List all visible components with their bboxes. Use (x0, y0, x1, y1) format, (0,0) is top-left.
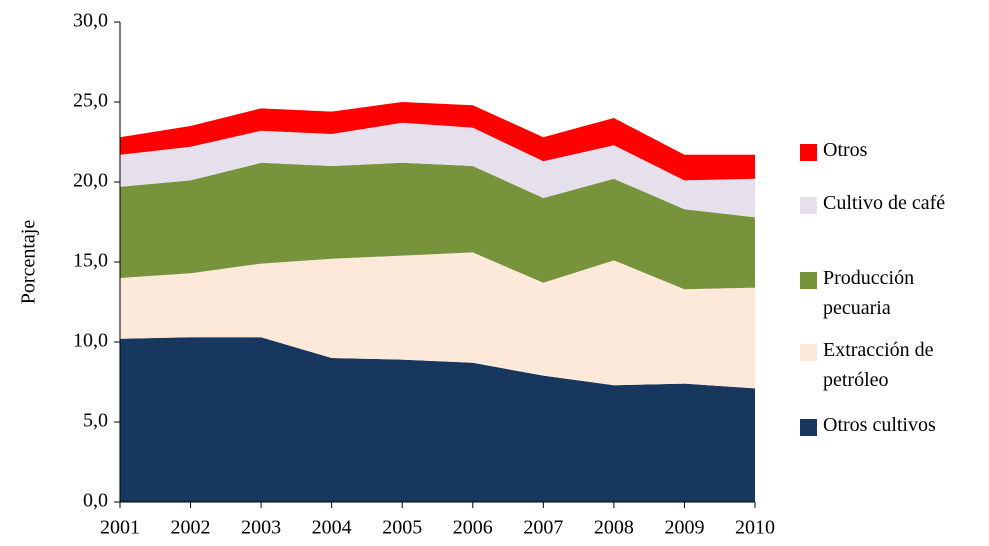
legend-item: Otros (800, 139, 985, 165)
legend-label: Otros (823, 139, 868, 161)
y-tick-label: 5,0 (83, 410, 108, 432)
x-tick-label: 2009 (664, 517, 704, 539)
y-tick-label: 10,0 (73, 330, 108, 352)
y-tick-label: 25,0 (73, 90, 108, 112)
x-tick-label: 2008 (594, 517, 634, 539)
y-axis-label: Porcentaje (18, 220, 40, 305)
legend-swatch (800, 197, 817, 214)
area (120, 162, 755, 290)
x-tick-label: 2002 (171, 517, 211, 539)
legend-item: Otros cultivos (800, 414, 985, 440)
x-tick-label: 2007 (523, 517, 563, 539)
x-tick-label: 2010 (735, 517, 775, 539)
legend-label: Extracción de petróleo (823, 339, 934, 391)
x-tick-label: 2003 (241, 517, 281, 539)
x-tick-label: 2001 (100, 517, 140, 539)
legend-label: Cultivo de café (823, 192, 946, 214)
legend-label: Producción pecuaria (823, 267, 915, 319)
legend-item: Producción pecuaria (800, 267, 985, 323)
legend-swatch (800, 419, 817, 436)
y-tick-label: 0,0 (83, 490, 108, 512)
x-tick-label: 2006 (453, 517, 493, 539)
area (120, 252, 755, 389)
legend-swatch (800, 144, 817, 161)
y-tick-label: 30,0 (73, 10, 108, 32)
area (120, 122, 755, 218)
legend-swatch (800, 344, 817, 361)
x-tick-label: 2005 (382, 517, 422, 539)
legend-label: Otros cultivos (823, 414, 936, 436)
legend-item: Extracción de petróleo (800, 339, 985, 395)
y-tick-label: 15,0 (73, 250, 108, 272)
area (120, 102, 755, 181)
x-tick-label: 2004 (312, 517, 352, 539)
area (120, 337, 755, 502)
legend-swatch (800, 272, 817, 289)
legend-item: Cultivo de café (800, 192, 985, 218)
y-tick-label: 20,0 (73, 170, 108, 192)
